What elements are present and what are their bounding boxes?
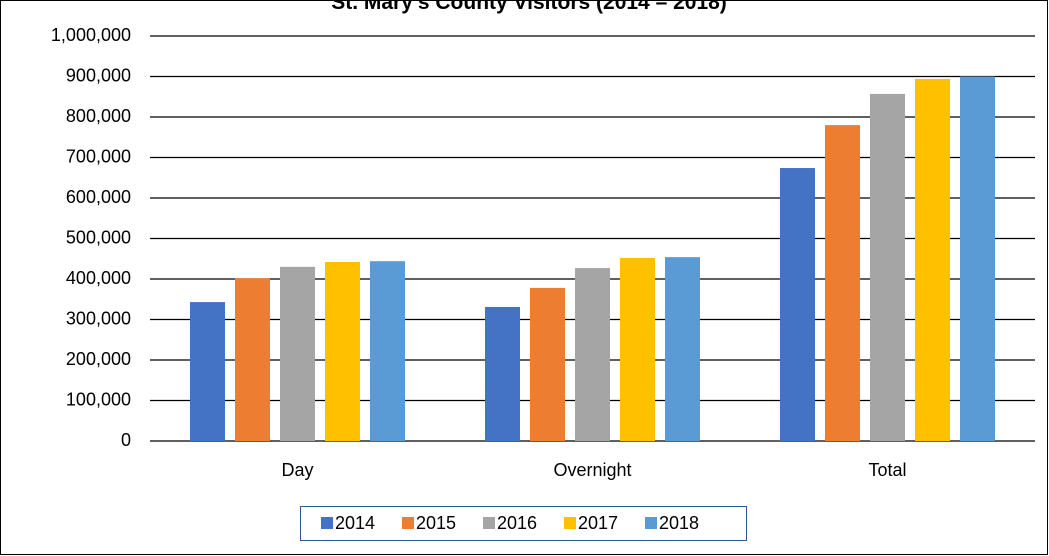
- bar: [870, 93, 905, 441]
- y-tick-label: 500,000: [66, 227, 131, 247]
- x-tick-label: Overnight: [553, 460, 631, 480]
- legend-swatch: [402, 517, 414, 529]
- legend-swatch: [645, 517, 657, 529]
- bar: [915, 78, 950, 442]
- bar: [780, 168, 815, 441]
- legend-box: [300, 506, 747, 541]
- legend-label: 2016: [497, 513, 537, 533]
- y-tick-label: 400,000: [66, 268, 131, 288]
- bar: [960, 76, 995, 441]
- x-tick-label: Total: [868, 460, 906, 480]
- legend-swatch: [321, 517, 333, 529]
- bar: [665, 257, 700, 441]
- bar: [575, 268, 610, 441]
- y-tick-label: 200,000: [66, 349, 131, 369]
- bar: [620, 257, 655, 441]
- legend-swatch: [483, 517, 495, 529]
- y-tick-label: 100,000: [66, 389, 131, 409]
- x-tick-label: Day: [281, 460, 313, 480]
- legend-label: 2017: [578, 513, 618, 533]
- bar: [370, 261, 405, 441]
- legend-label: 2014: [335, 513, 375, 533]
- y-tick-label: 0: [121, 430, 131, 450]
- y-tick-label: 600,000: [66, 187, 131, 207]
- legend-label: 2018: [659, 513, 699, 533]
- bar: [530, 287, 565, 441]
- y-tick-label: 900,000: [66, 65, 131, 85]
- y-tick-label: 700,000: [66, 146, 131, 166]
- y-tick-label: 300,000: [66, 308, 131, 328]
- bar: [280, 266, 315, 441]
- y-tick-label: 1,000,000: [51, 25, 131, 45]
- bar: [235, 278, 270, 441]
- bar: [485, 306, 520, 441]
- legend-swatch: [564, 517, 576, 529]
- legend-label: 2015: [416, 513, 456, 533]
- chart-title: St. Mary's County Visitors (2014 – 2018): [331, 0, 727, 14]
- bar: [825, 125, 860, 441]
- bar: [325, 261, 360, 441]
- y-tick-label: 800,000: [66, 106, 131, 126]
- bar: [190, 302, 225, 441]
